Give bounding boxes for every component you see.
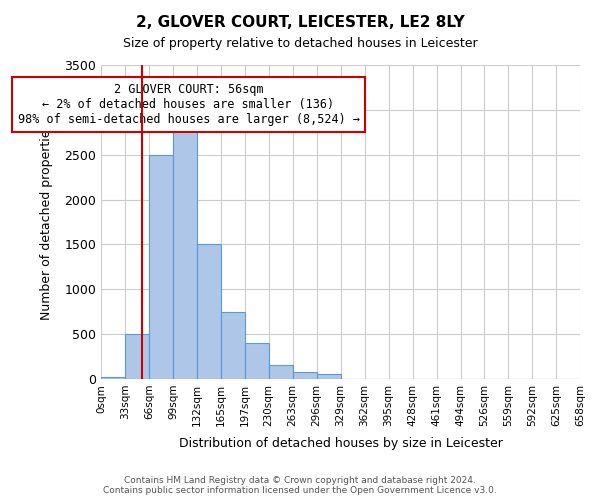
Y-axis label: Number of detached properties: Number of detached properties (40, 124, 53, 320)
Bar (125, 334, 149, 379)
Text: Contains public sector information licensed under the Open Government Licence v3: Contains public sector information licen… (103, 486, 497, 495)
Bar (269, 366, 293, 379)
Bar (221, 312, 245, 379)
Text: 2 GLOVER COURT: 56sqm
← 2% of detached houses are smaller (136)
98% of semi-deta: 2 GLOVER COURT: 56sqm ← 2% of detached h… (17, 83, 359, 126)
Bar (101, 376, 125, 379)
Text: Contains HM Land Registry data © Crown copyright and database right 2024.: Contains HM Land Registry data © Crown c… (124, 476, 476, 485)
X-axis label: Distribution of detached houses by size in Leicester: Distribution of detached houses by size … (179, 437, 503, 450)
Bar (197, 244, 221, 379)
Bar (173, 128, 197, 379)
Bar (245, 343, 269, 379)
Text: 2, GLOVER COURT, LEICESTER, LE2 8LY: 2, GLOVER COURT, LEICESTER, LE2 8LY (136, 15, 464, 30)
Bar (149, 154, 173, 379)
Bar (293, 372, 317, 379)
Text: Size of property relative to detached houses in Leicester: Size of property relative to detached ho… (122, 38, 478, 51)
Bar (317, 374, 341, 379)
